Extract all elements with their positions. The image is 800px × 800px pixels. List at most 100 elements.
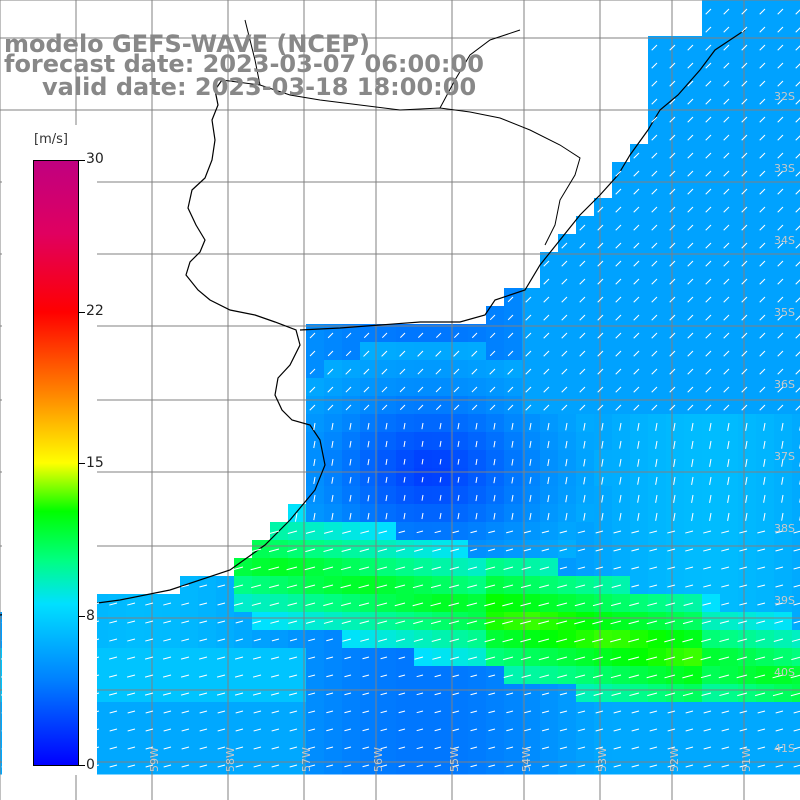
wind-arrow <box>294 512 298 522</box>
wind-arrow <box>434 530 442 534</box>
wind-arrow <box>162 674 172 678</box>
wind-arrow <box>615 188 622 195</box>
wind-arrow <box>308 656 316 660</box>
wind-arrow <box>457 494 460 501</box>
wind-cell <box>486 738 505 757</box>
wind-arrow <box>288 620 298 624</box>
wind-cell <box>432 576 451 595</box>
wind-arrow <box>556 638 568 643</box>
wind-arrow <box>739 602 748 606</box>
wind-cell <box>252 630 271 649</box>
wind-arrow <box>305 548 316 553</box>
wind-arrow <box>199 710 208 714</box>
wind-cell <box>792 666 800 685</box>
wind-cell <box>252 756 271 775</box>
wind-arrow <box>757 584 766 588</box>
wind-arrow <box>739 548 748 552</box>
wind-arrow <box>673 422 676 431</box>
wind-cell <box>486 666 505 685</box>
wind-arrow <box>403 476 406 483</box>
wind-arrow <box>579 296 586 303</box>
wind-arrow <box>721 548 730 552</box>
wind-arrow <box>525 296 532 303</box>
wind-arrow <box>723 242 730 249</box>
wind-cell <box>792 252 800 271</box>
wind-arrow <box>757 746 766 750</box>
wind-arrow <box>403 512 406 520</box>
wind-cell <box>180 702 199 721</box>
wind-cell <box>414 612 433 631</box>
wind-arrow <box>493 458 496 466</box>
wind-arrow <box>723 80 730 87</box>
wind-arrow <box>251 584 262 589</box>
wind-arrow <box>381 332 388 339</box>
wind-arrow <box>235 710 244 714</box>
wind-arrow <box>579 242 586 249</box>
wind-arrow <box>633 152 640 159</box>
wind-cell <box>558 576 577 595</box>
wind-cell <box>396 756 415 775</box>
wind-cell <box>576 666 595 685</box>
wind-arrow <box>145 602 154 606</box>
wind-arrow <box>741 296 748 303</box>
wind-arrow <box>327 404 334 411</box>
wind-arrow <box>613 710 622 714</box>
wind-cell <box>144 594 163 613</box>
wind-arrow <box>145 746 154 750</box>
wind-arrow <box>376 602 388 607</box>
wind-cell <box>504 666 523 685</box>
wind-arrow <box>453 404 460 411</box>
wind-arrow <box>795 351 800 357</box>
wind-cell <box>756 684 775 703</box>
wind-arrow <box>448 602 460 607</box>
wind-arrow <box>619 422 622 431</box>
wind-arrow <box>561 332 568 339</box>
wind-arrow <box>667 566 676 570</box>
wind-arrow <box>181 584 190 588</box>
wind-arrow <box>506 530 514 534</box>
lon-label: 57W <box>300 747 313 772</box>
wind-cell <box>180 684 199 703</box>
wind-arrow <box>597 260 604 267</box>
wind-cell <box>432 684 451 703</box>
wind-cell <box>594 702 613 721</box>
wind-arrow <box>631 584 640 588</box>
wind-arrow <box>250 548 262 553</box>
wind-arrow <box>342 530 352 534</box>
wind-cell <box>612 558 631 577</box>
wind-arrow <box>381 368 388 375</box>
wind-cell <box>108 612 127 631</box>
wind-arrow <box>705 368 712 375</box>
wind-arrow <box>575 584 586 589</box>
wind-arrow <box>344 674 352 678</box>
wind-cell <box>270 756 289 775</box>
wind-cell <box>648 702 667 721</box>
wind-arrow <box>723 8 730 15</box>
wind-arrow <box>217 710 226 714</box>
wind-arrow <box>597 224 604 231</box>
wind-arrow <box>705 134 712 141</box>
wind-arrow <box>434 692 442 696</box>
wind-arrow <box>754 656 766 661</box>
wind-cell <box>540 702 559 721</box>
wind-arrow <box>615 386 622 393</box>
wind-arrow <box>721 728 730 732</box>
wind-cell <box>558 720 577 739</box>
wind-arrow <box>216 692 226 696</box>
wind-arrow <box>363 386 370 393</box>
wind-arrow <box>646 674 658 679</box>
wind-arrow <box>432 548 442 552</box>
wind-arrow <box>772 674 784 679</box>
wind-arrow <box>403 494 406 501</box>
wind-cell <box>630 720 649 739</box>
wind-arrow <box>777 350 784 357</box>
wind-arrow <box>507 386 514 393</box>
wind-arrow <box>777 314 784 321</box>
wind-arrow <box>503 566 514 571</box>
wind-arrow <box>363 350 370 357</box>
wind-arrow <box>723 26 730 33</box>
lon-label: 54W <box>520 747 533 772</box>
wind-arrow <box>795 171 800 177</box>
wind-cell <box>792 576 800 595</box>
wind-arrow <box>199 728 208 732</box>
